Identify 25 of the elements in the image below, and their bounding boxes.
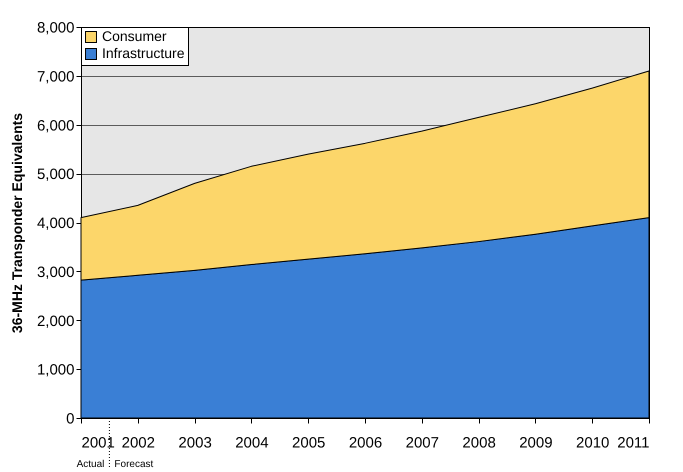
x-tick-label: 2004 (235, 434, 269, 452)
x-tick-label: 2011 (617, 434, 650, 452)
y-tick-label: 3,000 (36, 264, 74, 281)
x-tick-label: 2010 (576, 434, 610, 452)
x-tick-label: 2008 (462, 434, 496, 452)
y-tick-label: 6,000 (36, 117, 74, 134)
y-tick-label: 5,000 (36, 166, 74, 184)
text: Actual (76, 459, 104, 470)
x-tick-label: 2006 (348, 434, 382, 452)
x-tick-label: 2009 (519, 434, 553, 452)
y-tick-label: 1,000 (36, 362, 74, 379)
x-tick-label: 2007 (406, 434, 439, 452)
y-tick-label: 4,000 (36, 215, 74, 232)
y-axis-title: 36-MHz Transponder Equivalents (8, 112, 25, 334)
text: Forecast (114, 459, 154, 470)
legend-label: Infrastructure (102, 45, 185, 61)
y-tick-label: 8,000 (36, 20, 74, 36)
y-tick-label: 7,000 (36, 68, 74, 86)
x-tick-label: 2003 (178, 434, 212, 452)
x-tick-label: 2005 (292, 434, 326, 452)
legend-label: Consumer (102, 28, 167, 44)
x-tick-label: 2001 (82, 434, 115, 452)
x-tick-label: 2002 (122, 434, 155, 452)
y-tick-label: 2,000 (36, 312, 74, 330)
y-tick-label: 0 (66, 410, 74, 428)
